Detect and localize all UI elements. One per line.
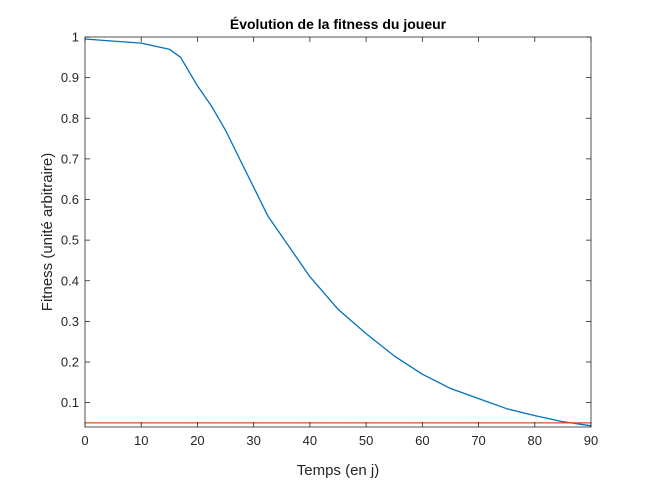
y-tick-label: 0.2 — [61, 355, 79, 370]
y-tick-label: 0.4 — [61, 273, 79, 288]
plot-area — [85, 37, 591, 427]
series-line-0 — [84, 38, 592, 427]
x-tick-label: 50 — [359, 433, 373, 448]
axes-box — [84, 36, 592, 428]
x-tick-label: 30 — [246, 433, 260, 448]
series-layer — [84, 38, 592, 427]
x-tick-label: 60 — [415, 433, 429, 448]
x-tick-label: 40 — [303, 433, 317, 448]
x-axis-label: Temps (en j) — [297, 462, 380, 479]
y-tick-label: 0.1 — [61, 395, 79, 410]
x-tick-label: 70 — [471, 433, 485, 448]
x-axis: 0 10 20 30 40 50 60 70 80 90 — [81, 37, 598, 448]
y-tick-label: 0.7 — [61, 151, 79, 166]
y-axis: 0.1 0.2 0.3 0.4 0.5 0.6 0.7 0.8 0.9 1 — [61, 30, 591, 410]
y-tick-label: 0.5 — [61, 233, 79, 248]
y-tick-label: 1 — [72, 30, 79, 45]
x-tick-label: 20 — [190, 433, 204, 448]
chart-title: Évolution de la fitness du joueur — [230, 16, 447, 32]
x-tick-label: 10 — [134, 433, 148, 448]
x-tick-label: 80 — [528, 433, 542, 448]
x-tick-label: 0 — [81, 433, 88, 448]
y-tick-label: 0.8 — [61, 111, 79, 126]
x-tick-label: 90 — [584, 433, 598, 448]
y-tick-label: 0.9 — [61, 70, 79, 85]
y-tick-label: 0.3 — [61, 314, 79, 329]
y-tick-label: 0.6 — [61, 192, 79, 207]
y-axis-label: Fitness (unité arbitraire) — [39, 153, 56, 311]
